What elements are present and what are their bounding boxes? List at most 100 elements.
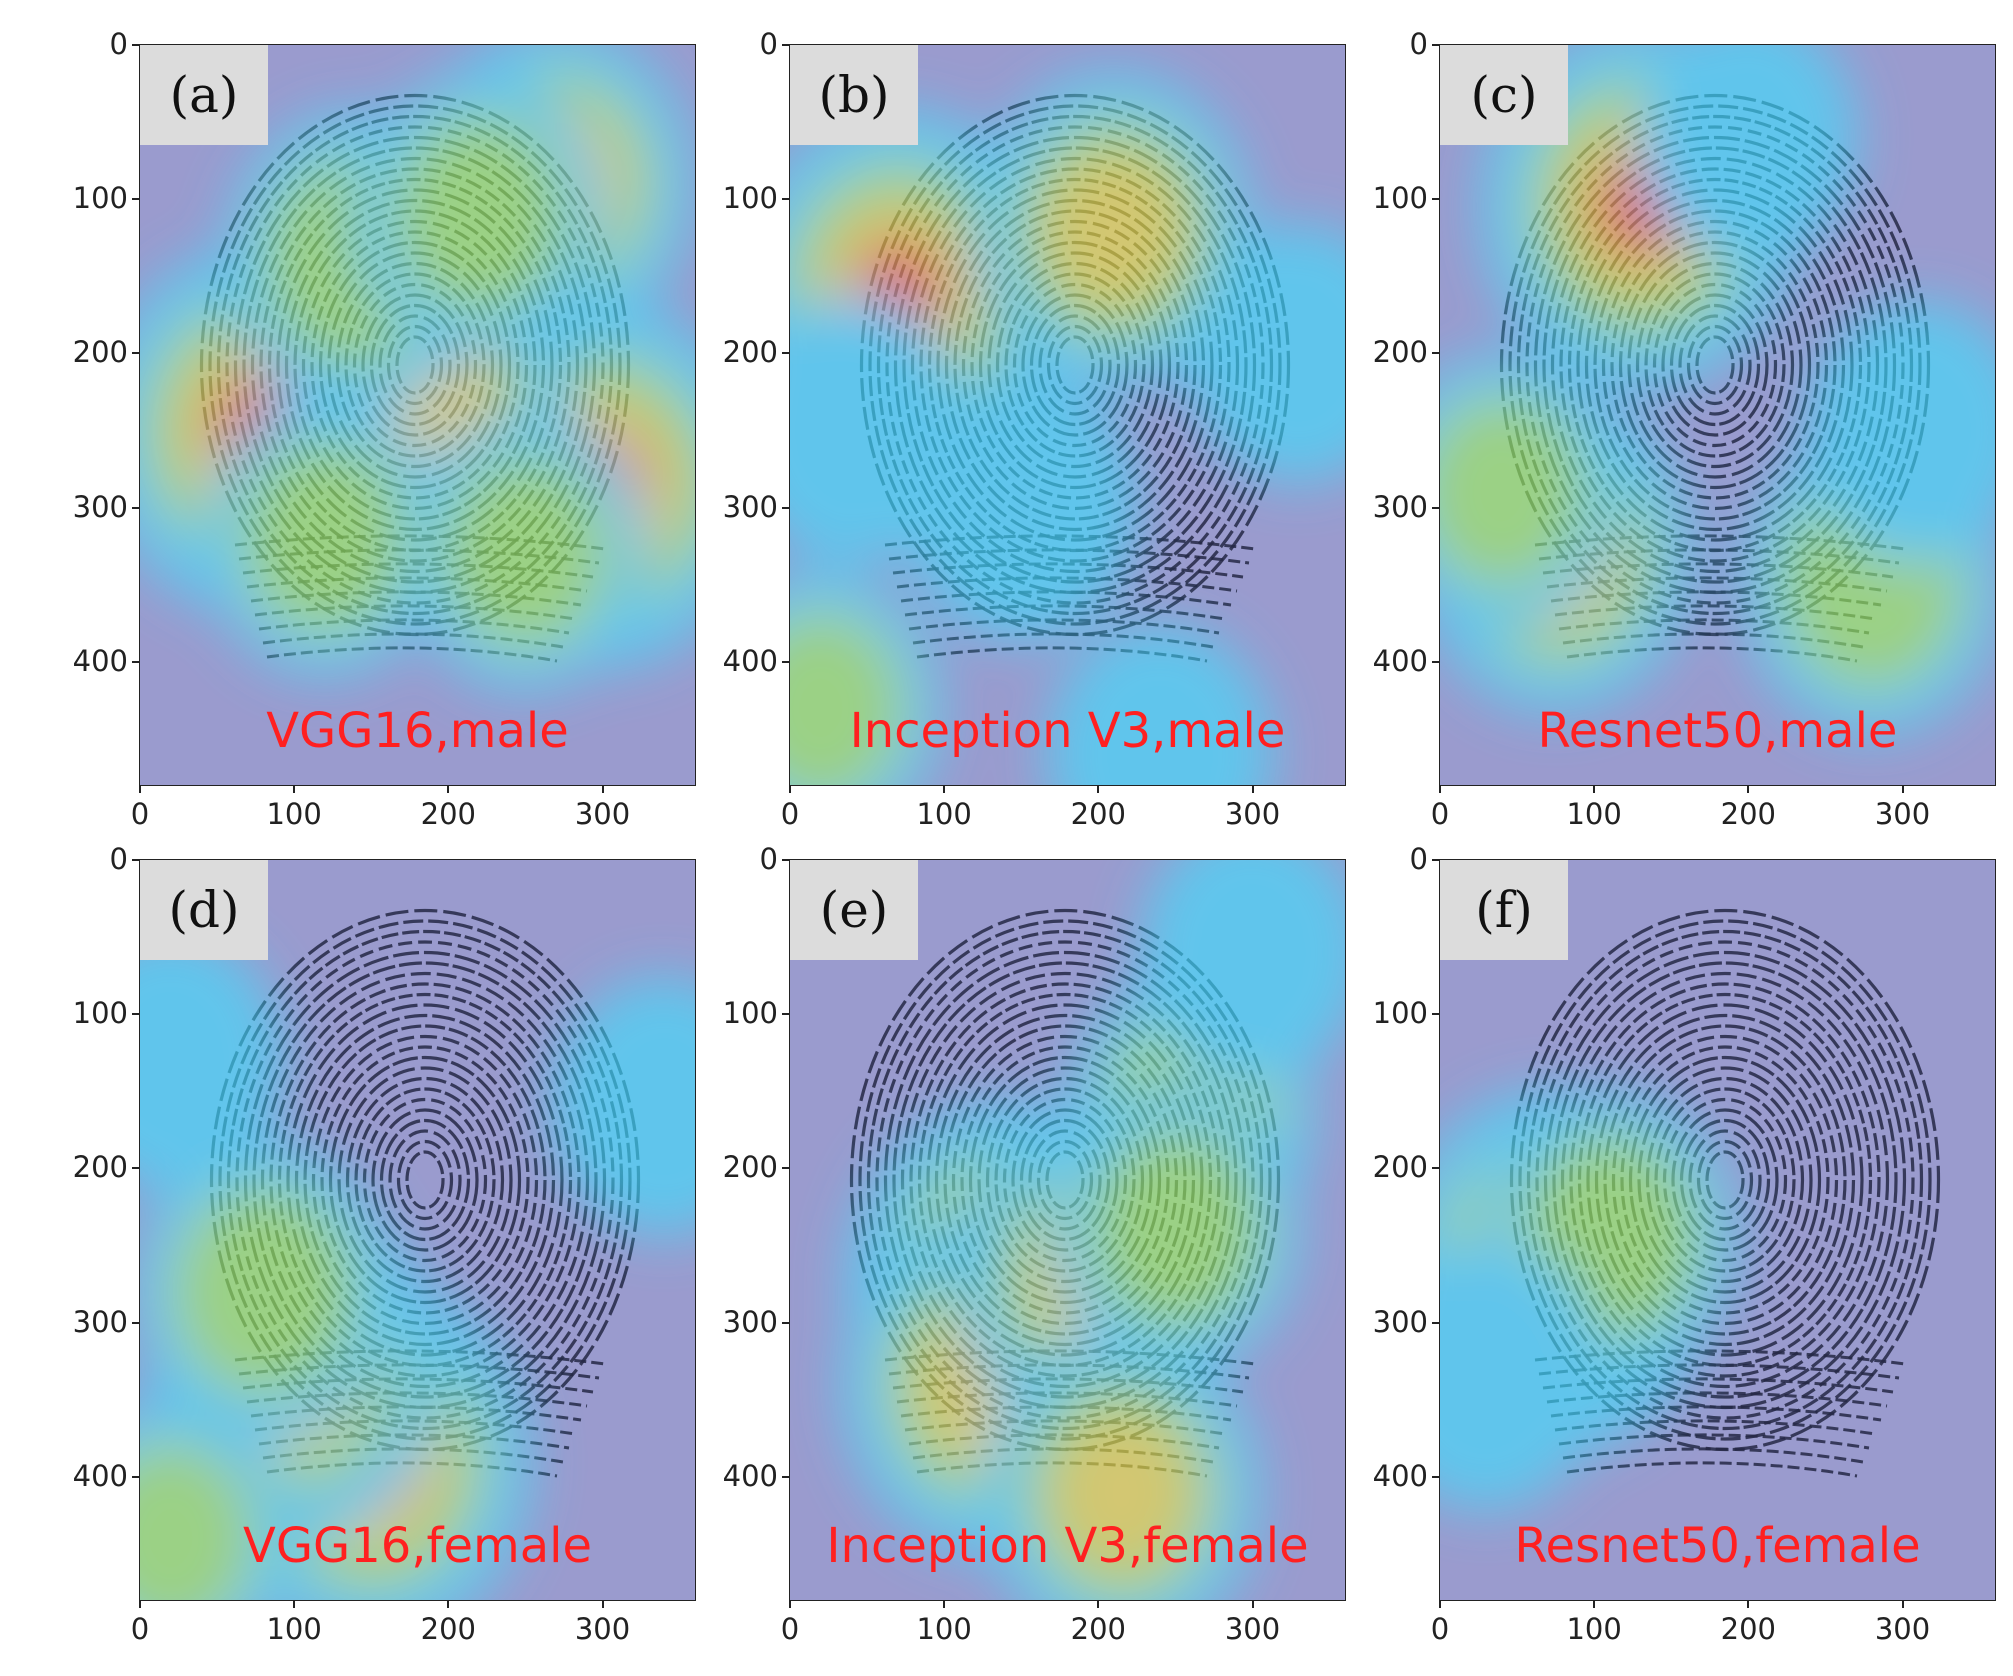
y-tick-label: 0 (759, 842, 778, 876)
y-tick-mark (1432, 1321, 1440, 1324)
x-tick-mark (447, 785, 450, 793)
x-tick-label: 300 (1224, 797, 1281, 831)
panel-tag: (a) (140, 45, 268, 145)
y-tick-mark (1432, 1167, 1440, 1170)
x-tick-label: 300 (574, 797, 631, 831)
y-tick-label: 100 (72, 996, 128, 1031)
x-tick-mark (1593, 1600, 1596, 1608)
y-tick-label: 300 (72, 1304, 128, 1339)
heat-hotspot (169, 1183, 358, 1401)
heat-hotspot (1044, 150, 1183, 310)
heat-hotspot (904, 373, 1139, 642)
y-tick-label: 200 (722, 1150, 778, 1185)
y-tick-label: 400 (722, 643, 778, 678)
y-tick-mark (782, 1167, 790, 1170)
x-tick-mark (943, 1600, 946, 1608)
y-tick-label: 400 (1372, 1458, 1428, 1493)
y-tick-label: 100 (1372, 181, 1428, 216)
panel-caption: VGG16,male (266, 703, 569, 759)
panel-tag: (e) (790, 860, 918, 960)
y-tick-mark (1432, 660, 1440, 663)
y-tick-mark (782, 506, 790, 509)
x-tick-mark (1097, 1600, 1100, 1608)
x-tick-mark (601, 785, 604, 793)
x-tick-mark (1251, 1600, 1254, 1608)
x-tick-label: 300 (1874, 1612, 1931, 1646)
x-tick-mark (789, 785, 791, 793)
heatmap-plot-area: (d) VGG16,female (139, 859, 696, 1601)
panel-tag: (d) (140, 860, 268, 960)
heatmap-overlay (790, 70, 1345, 785)
panel-caption: Resnet50,male (1537, 703, 1898, 759)
x-tick-mark (943, 785, 946, 793)
x-tick-label: 200 (420, 1612, 477, 1646)
x-tick-mark (1901, 785, 1904, 793)
y-tick-mark (1432, 1475, 1440, 1478)
y-tick-mark (1432, 859, 1440, 861)
x-tick-label: 100 (266, 797, 322, 831)
heat-hotspot (1086, 1127, 1265, 1333)
heat-hotspot (1638, 45, 1858, 264)
x-tick-label: 300 (1874, 797, 1931, 831)
x-tick-label: 300 (1224, 1612, 1281, 1646)
y-tick-mark (132, 198, 140, 201)
y-tick-label: 400 (722, 1458, 778, 1493)
y-tick-mark (782, 44, 790, 46)
y-tick-mark (132, 1013, 140, 1016)
heatmap-plot-area: (e) Inception V3,female (789, 859, 1346, 1601)
x-tick-label: 300 (574, 1612, 631, 1646)
heat-hotspot (438, 454, 612, 654)
y-tick-mark (132, 44, 140, 46)
heat-hotspot (790, 608, 908, 785)
y-tick-mark (782, 1321, 790, 1324)
y-tick-label: 0 (1409, 842, 1428, 876)
y-tick-mark (132, 352, 140, 355)
y-tick-mark (782, 1475, 790, 1478)
x-tick-mark (1439, 1600, 1441, 1608)
heat-hotspot (140, 930, 284, 1191)
heatmap-plot-area: (f) Resnet50,female (1439, 859, 1996, 1601)
y-tick-mark (132, 859, 140, 861)
x-tick-label: 200 (1070, 797, 1127, 831)
y-tick-label: 400 (1372, 643, 1428, 678)
y-tick-mark (782, 660, 790, 663)
y-tick-mark (782, 352, 790, 355)
x-tick-mark (293, 1600, 296, 1608)
heatmap-panel: (d) VGG16,female (139, 859, 696, 1601)
x-tick-mark (601, 1600, 604, 1608)
heat-hotspot (1440, 392, 1589, 592)
x-tick-label: 100 (266, 1612, 322, 1646)
y-tick-label: 300 (1372, 489, 1428, 524)
x-tick-label: 0 (130, 1612, 150, 1646)
x-tick-label: 200 (1720, 1612, 1777, 1646)
x-tick-label: 0 (1430, 797, 1450, 831)
panel-caption: Inception V3,female (826, 1518, 1309, 1574)
x-tick-mark (1097, 785, 1100, 793)
y-tick-mark (782, 859, 790, 861)
x-tick-mark (1439, 785, 1441, 793)
heat-hotspot (238, 438, 412, 638)
y-tick-label: 300 (1372, 1304, 1428, 1339)
panel-tag: (c) (1440, 45, 1568, 145)
x-tick-label: 0 (780, 797, 800, 831)
x-tick-label: 100 (1566, 1612, 1622, 1646)
panel-caption: VGG16,female (242, 1518, 593, 1574)
heatmap-overlay (140, 908, 695, 1600)
y-tick-mark (132, 1167, 140, 1170)
x-tick-mark (1747, 1600, 1750, 1608)
y-tick-label: 400 (72, 643, 128, 678)
heat-hotspot (1046, 624, 1274, 785)
panel-tag: (b) (790, 45, 918, 145)
x-tick-mark (789, 1600, 791, 1608)
y-tick-label: 400 (72, 1458, 128, 1493)
y-tick-mark (132, 1321, 140, 1324)
x-tick-label: 200 (420, 797, 477, 831)
heatmap-panel: (a) VGG16,male (139, 44, 696, 786)
heat-hotspot (1185, 223, 1345, 484)
x-tick-label: 100 (916, 797, 972, 831)
heat-hotspot (1804, 300, 1995, 561)
heatmap-panel: (c) Resnet50,male (1439, 44, 1996, 786)
y-tick-label: 0 (109, 27, 128, 61)
y-tick-label: 0 (759, 27, 778, 61)
